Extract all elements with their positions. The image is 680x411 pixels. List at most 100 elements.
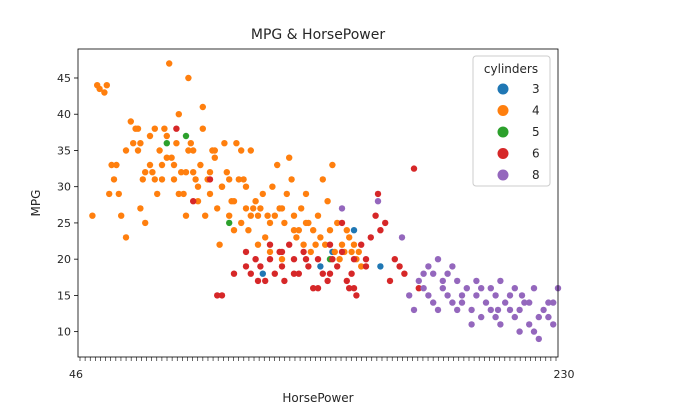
data-point-cyl-4 [175,111,182,118]
data-point-cyl-4 [218,183,226,190]
data-point-cyl-8 [415,277,422,285]
data-point-cyl-6 [286,241,293,248]
data-point-cyl-8 [516,306,523,314]
data-point-cyl-4 [271,212,278,219]
data-point-cyl-6 [338,248,346,256]
data-point-cyl-4 [254,241,262,248]
data-point-cyl-4 [96,85,103,93]
data-point-cyl-4 [163,154,170,161]
data-point-cyl-4 [235,176,242,183]
y-tick-label: 30 [57,181,71,194]
data-point-cyl-4 [247,212,254,219]
data-point-cyl-6 [266,241,274,248]
data-point-cyl-6 [281,277,288,285]
data-point-cyl-4 [194,183,202,190]
data-point-cyl-6 [346,285,353,292]
data-point-cyl-4 [346,234,353,241]
data-point-cyl-6 [305,263,312,270]
data-point-cyl-6 [173,125,180,132]
data-point-cyl-6 [377,227,384,234]
data-point-cyl-4 [206,190,214,198]
data-point-cyl-4 [180,190,187,198]
data-point-cyl-4 [274,161,281,169]
data-point-cyl-3 [259,270,266,277]
data-point-cyl-6 [314,285,322,292]
data-point-cyl-4 [187,140,194,147]
data-point-cyl-6 [257,263,264,270]
data-point-cyl-4 [182,212,190,219]
data-point-cyl-4 [230,198,238,205]
data-point-cyl-4 [257,205,264,212]
data-point-cyl-4 [355,248,362,256]
data-point-cyl-8 [425,263,432,270]
data-point-cyl-3 [317,263,324,270]
y-tick-label: 45 [57,72,71,85]
data-point-cyl-4 [298,205,305,212]
data-point-cyl-4 [170,161,178,169]
data-point-cyl-4 [322,241,329,248]
data-point-cyl-8 [434,256,442,263]
data-point-cyl-8 [406,292,413,299]
data-point-cyl-4 [358,263,365,270]
data-point-cyl-4 [185,147,192,154]
data-point-cyl-6 [350,285,358,292]
data-point-cyl-8 [535,335,542,343]
data-point-cyl-4 [214,205,221,212]
data-point-cyl-6 [190,198,197,205]
data-point-cyl-8 [478,313,485,321]
data-point-cyl-8 [518,292,526,299]
data-point-cyl-4 [168,154,175,161]
data-point-cyl-4 [350,241,358,248]
data-point-cyl-4 [175,190,182,198]
data-point-cyl-8 [497,321,504,328]
data-point-cyl-8 [535,313,542,321]
data-point-cyl-4 [139,176,146,183]
data-point-cyl-4 [110,176,118,183]
y-axis: 10 15 20 25 30 35 40 45 [57,72,78,339]
data-point-cyl-6 [372,212,379,219]
data-point-cyl-6 [334,263,341,270]
data-point-cyl-4 [130,140,137,147]
data-point-cyl-4 [137,140,144,147]
data-point-cyl-6 [278,248,286,256]
data-point-cyl-6 [266,256,274,263]
data-point-cyl-8 [492,292,499,299]
data-point-cyl-6 [254,277,262,285]
plot-frame [77,48,559,358]
data-point-cyl-8 [487,306,494,314]
x-tick-label-first: 46 [69,368,83,381]
data-point-cyl-4 [238,219,245,227]
legend-label-5: 5 [532,125,540,139]
data-point-cyl-8 [430,270,437,277]
data-point-cyl-4 [173,140,180,147]
data-point-cyl-6 [391,256,398,263]
data-point-cyl-4 [310,227,317,234]
data-point-cyl-4 [230,227,238,234]
data-point-cyl-8 [478,285,485,292]
data-point-cyl-8 [374,198,382,205]
chart-title: MPG & HorsePower [251,27,386,43]
data-point-cyl-4 [278,256,286,263]
data-point-cyl-4 [252,198,259,205]
legend: cylinders 3 4 5 6 8 [472,55,551,187]
legend-marker-5 [497,126,509,138]
data-point-cyl-4 [161,125,168,132]
data-point-cyl-8 [502,299,509,306]
data-point-cyl-4 [295,227,302,234]
data-point-cyl-8 [506,306,514,314]
legend-marker-6 [497,148,509,159]
data-point-cyl-4 [290,212,298,219]
data-point-cyl-4 [134,125,142,132]
data-point-cyl-6 [319,270,326,277]
data-point-cyl-4 [211,154,218,161]
legend-label-4: 4 [532,104,540,118]
legend-label-3: 3 [532,82,540,96]
data-point-cyl-4 [348,248,355,256]
data-point-cyl-4 [336,256,343,263]
data-point-cyl-4 [199,125,206,132]
data-point-cyl-4 [286,154,293,161]
data-point-cyl-8 [449,299,456,306]
data-point-cyl-8 [545,313,552,321]
data-point-cyl-4 [283,190,290,198]
data-point-cyl-4 [142,219,149,227]
